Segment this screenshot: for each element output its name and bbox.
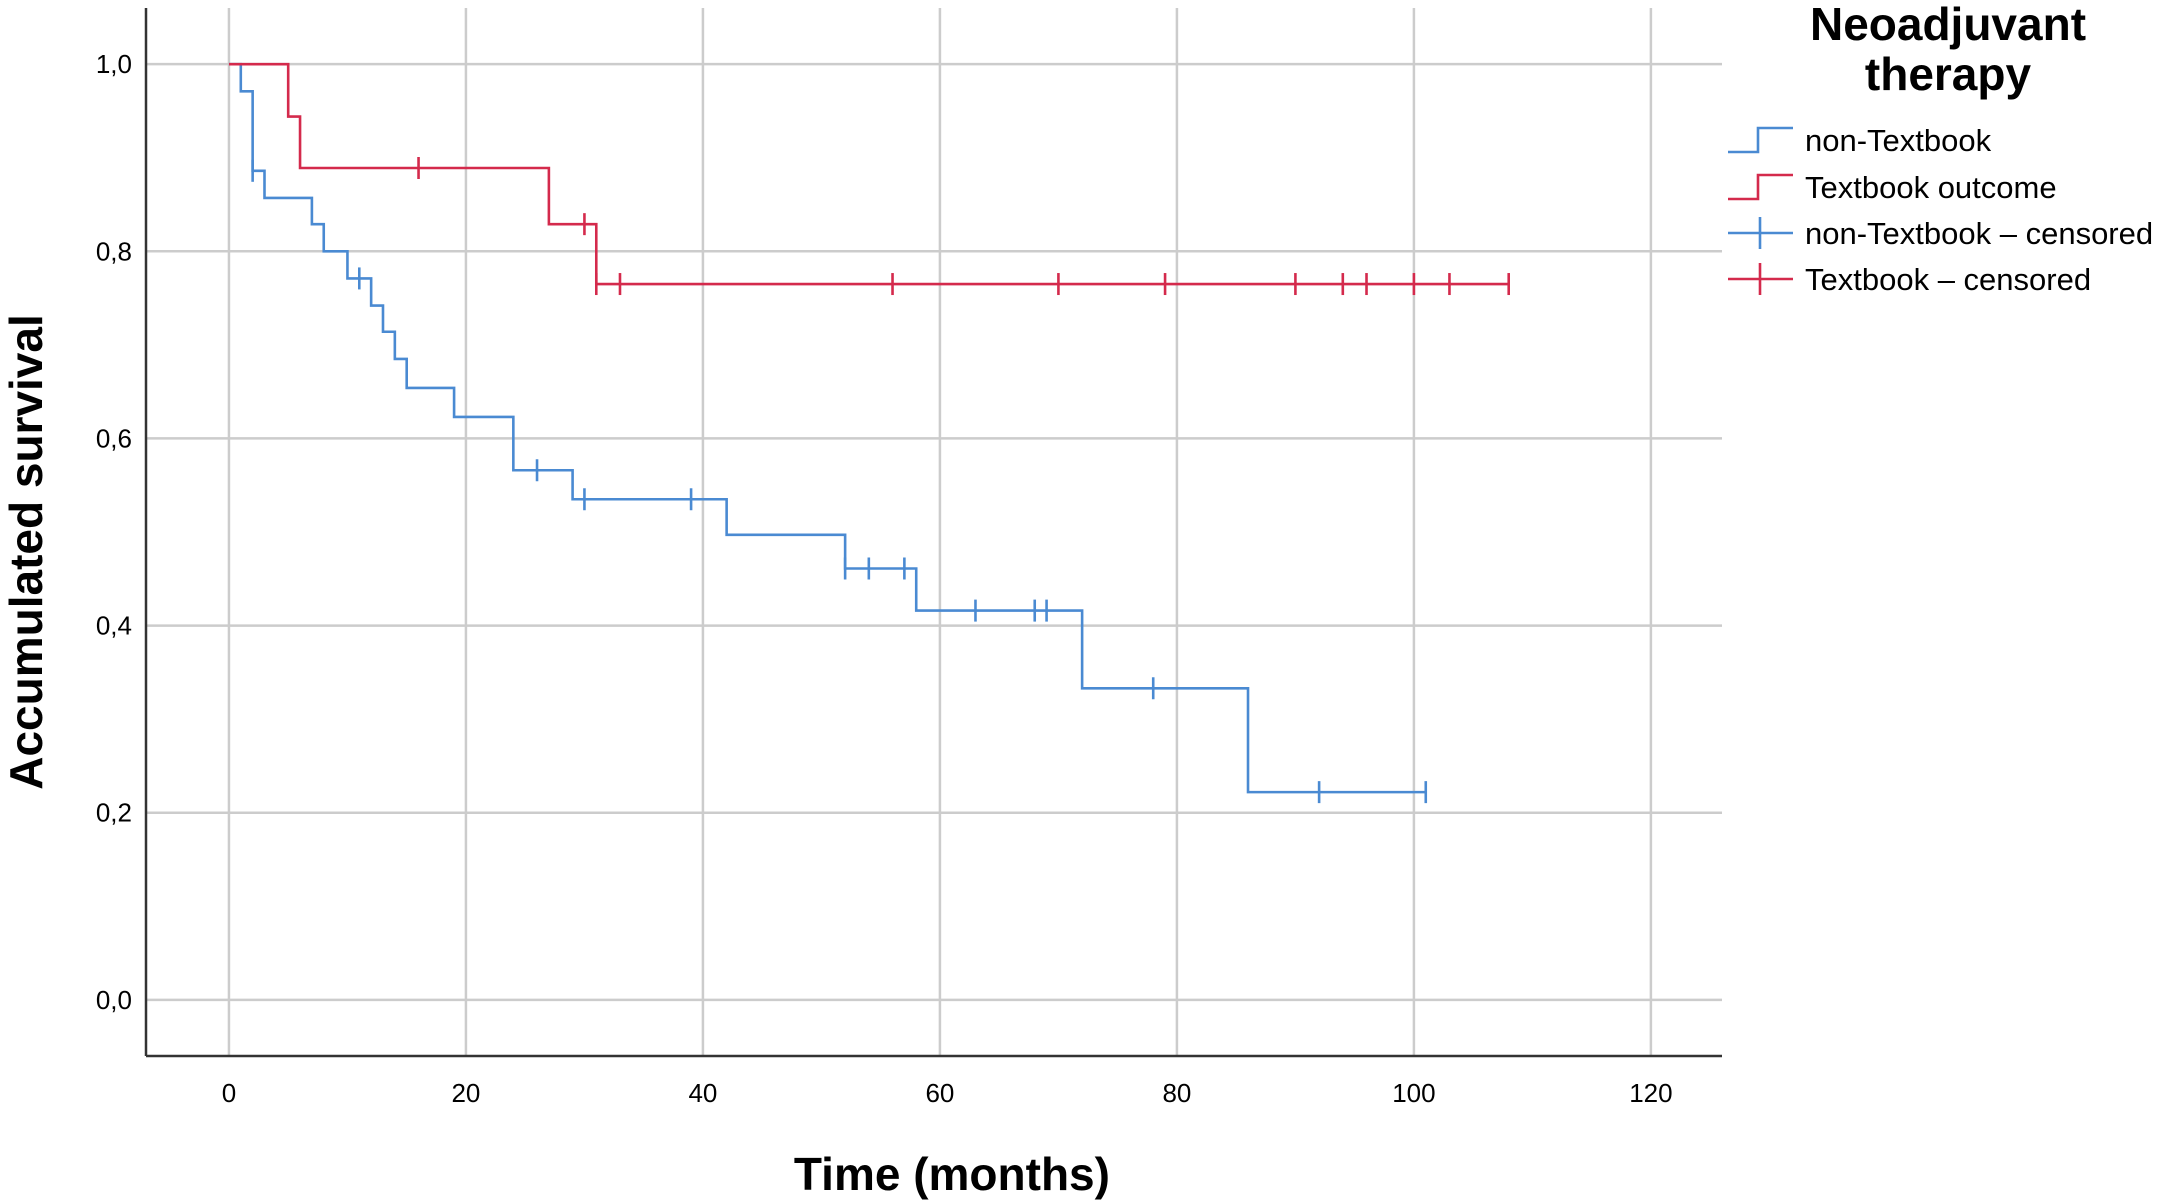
legend-label: non-Textbook – censored (1805, 216, 2153, 251)
legend-entries: non-Textbook Textbook outcome non-Textbook… (1728, 123, 2153, 297)
y-tick-label: 1,0 (96, 49, 132, 79)
x-tick-label: 60 (925, 1078, 954, 1108)
y-tick-label: 0,4 (96, 611, 132, 641)
x-tick-label: 80 (1162, 1078, 1191, 1108)
legend-title-line-2: therapy (1865, 48, 2032, 100)
axes: 0 20 40 60 80 100 120 0,0 0,2 0,4 0,6 0,8 1,0 (96, 8, 1722, 1108)
legend-step-swatch (1728, 173, 1793, 201)
legend-label: non-Textbook (1805, 123, 1992, 158)
series-layer (228, 62, 1511, 804)
gridlines (146, 8, 1722, 1056)
y-axis-title: Accumulated survival (0, 314, 52, 790)
y-tick-label: 0,0 (96, 985, 132, 1015)
legend-label: Textbook – censored (1805, 262, 2091, 297)
legend-item: non-Textbook – censored (1728, 216, 2153, 251)
survival-step-line (228, 62, 1509, 286)
legend-item: Textbook – censored (1728, 262, 2091, 297)
legend-item: Textbook outcome (1728, 170, 2057, 205)
y-tick-label: 0,8 (96, 236, 132, 266)
series-textbook-outcome (228, 62, 1511, 296)
x-axis-title: Time (months) (794, 1148, 1110, 1200)
x-tick-label: 20 (451, 1078, 480, 1108)
x-tick-label: 120 (1629, 1078, 1672, 1108)
series-non-textbook (228, 62, 1428, 804)
y-tick-label: 0,2 (96, 798, 132, 828)
x-tick-label: 100 (1392, 1078, 1435, 1108)
survival-step-line (228, 62, 1426, 794)
x-tick-label: 0 (222, 1078, 236, 1108)
x-tick-label: 40 (688, 1078, 717, 1108)
legend: Neoadjuvant therapy non-Textbook Textbook… (1728, 0, 2153, 297)
legend-step-swatch (1728, 126, 1793, 154)
legend-item: non-Textbook (1728, 123, 1992, 158)
legend-title-line-1: Neoadjuvant (1810, 0, 2086, 50)
y-tick-label: 0,6 (96, 423, 132, 453)
legend-label: Textbook outcome (1805, 170, 2057, 205)
